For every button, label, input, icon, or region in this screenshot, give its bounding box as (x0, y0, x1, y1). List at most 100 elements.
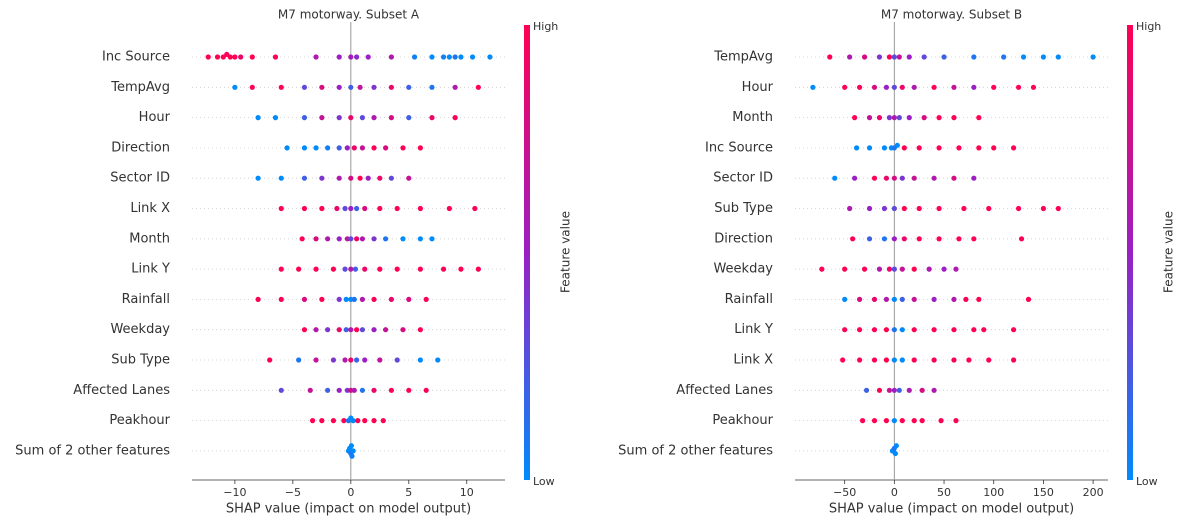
dot (866, 205, 873, 212)
dot (319, 84, 325, 90)
dot (891, 236, 897, 242)
dot (971, 54, 977, 60)
dot (351, 387, 357, 393)
dot (472, 205, 478, 212)
feature-label: Affected Lanes (73, 383, 170, 398)
dot (336, 236, 342, 242)
colorbar (1127, 25, 1133, 480)
dot (309, 418, 316, 424)
dot (354, 327, 360, 333)
dot (976, 115, 982, 121)
dot (352, 266, 359, 272)
dot (871, 296, 878, 302)
dot (971, 236, 977, 242)
dot (475, 84, 481, 90)
dot (896, 54, 902, 60)
dot (938, 418, 944, 424)
x-tick-label: 100 (983, 486, 1004, 499)
feature-label: Rainfall (122, 292, 170, 307)
dot (313, 236, 319, 242)
dot (284, 145, 290, 151)
dot (342, 357, 348, 363)
dot (348, 175, 354, 181)
x-tick-label: 5 (405, 486, 412, 499)
dot (272, 115, 279, 121)
feature-label: Hour (742, 80, 774, 95)
dot (951, 175, 957, 181)
dot (921, 115, 927, 121)
dot (876, 115, 883, 121)
dot (901, 205, 907, 212)
x-tick-label: −5 (285, 486, 301, 499)
feature-label: Rainfall (725, 292, 773, 307)
dot (906, 387, 912, 393)
dot (362, 266, 368, 272)
colorbar-high: High (1136, 20, 1161, 33)
dot (866, 145, 873, 151)
dot (971, 84, 977, 90)
dot (348, 443, 354, 449)
feature-label: Peakhour (712, 413, 773, 428)
dot (899, 296, 905, 302)
dot (371, 84, 377, 90)
dot (911, 175, 917, 181)
dot (359, 115, 366, 121)
dot (348, 266, 354, 272)
dot (953, 418, 959, 424)
dot (388, 115, 394, 121)
dot (891, 387, 897, 393)
dot (883, 175, 890, 181)
dot (227, 54, 233, 60)
x-tick-label: −10 (223, 486, 246, 499)
dot (458, 266, 464, 272)
dot (354, 236, 360, 242)
dot (278, 387, 284, 393)
dot (936, 205, 942, 212)
dot (344, 145, 350, 151)
dot (1055, 205, 1061, 212)
dot (238, 54, 244, 60)
dot (906, 54, 912, 60)
dot (963, 296, 969, 302)
dot (881, 145, 888, 151)
dot (951, 296, 957, 302)
dot (435, 357, 441, 363)
dot (330, 266, 337, 272)
dot (1020, 54, 1027, 60)
dot (336, 327, 342, 333)
feature-label: Sub Type (714, 201, 773, 216)
dot (906, 115, 912, 121)
dot (936, 115, 942, 121)
dot (348, 205, 354, 212)
x-tick-label: 200 (1083, 486, 1104, 499)
dot (891, 205, 897, 212)
dot (377, 205, 383, 212)
dot (205, 54, 211, 60)
dot (406, 296, 412, 302)
dot (336, 84, 342, 90)
dot (991, 145, 997, 151)
feature-label: Affected Lanes (676, 383, 773, 398)
dot (899, 327, 905, 333)
dot (255, 296, 261, 302)
dot (278, 175, 284, 181)
dot (336, 296, 342, 302)
dot (956, 145, 962, 151)
x-tick-label: 150 (1033, 486, 1054, 499)
dot (417, 236, 423, 242)
dot (876, 54, 883, 60)
dot (966, 357, 972, 363)
dot (899, 266, 905, 272)
dot (986, 205, 992, 212)
dot (931, 387, 937, 393)
dot (255, 115, 261, 121)
dot (856, 357, 863, 363)
dot (354, 357, 360, 363)
dot (382, 145, 389, 151)
dot (971, 327, 977, 333)
dot (1015, 205, 1022, 212)
dot (388, 54, 394, 60)
dot (380, 418, 386, 424)
dot (348, 236, 354, 242)
dot (899, 357, 905, 363)
